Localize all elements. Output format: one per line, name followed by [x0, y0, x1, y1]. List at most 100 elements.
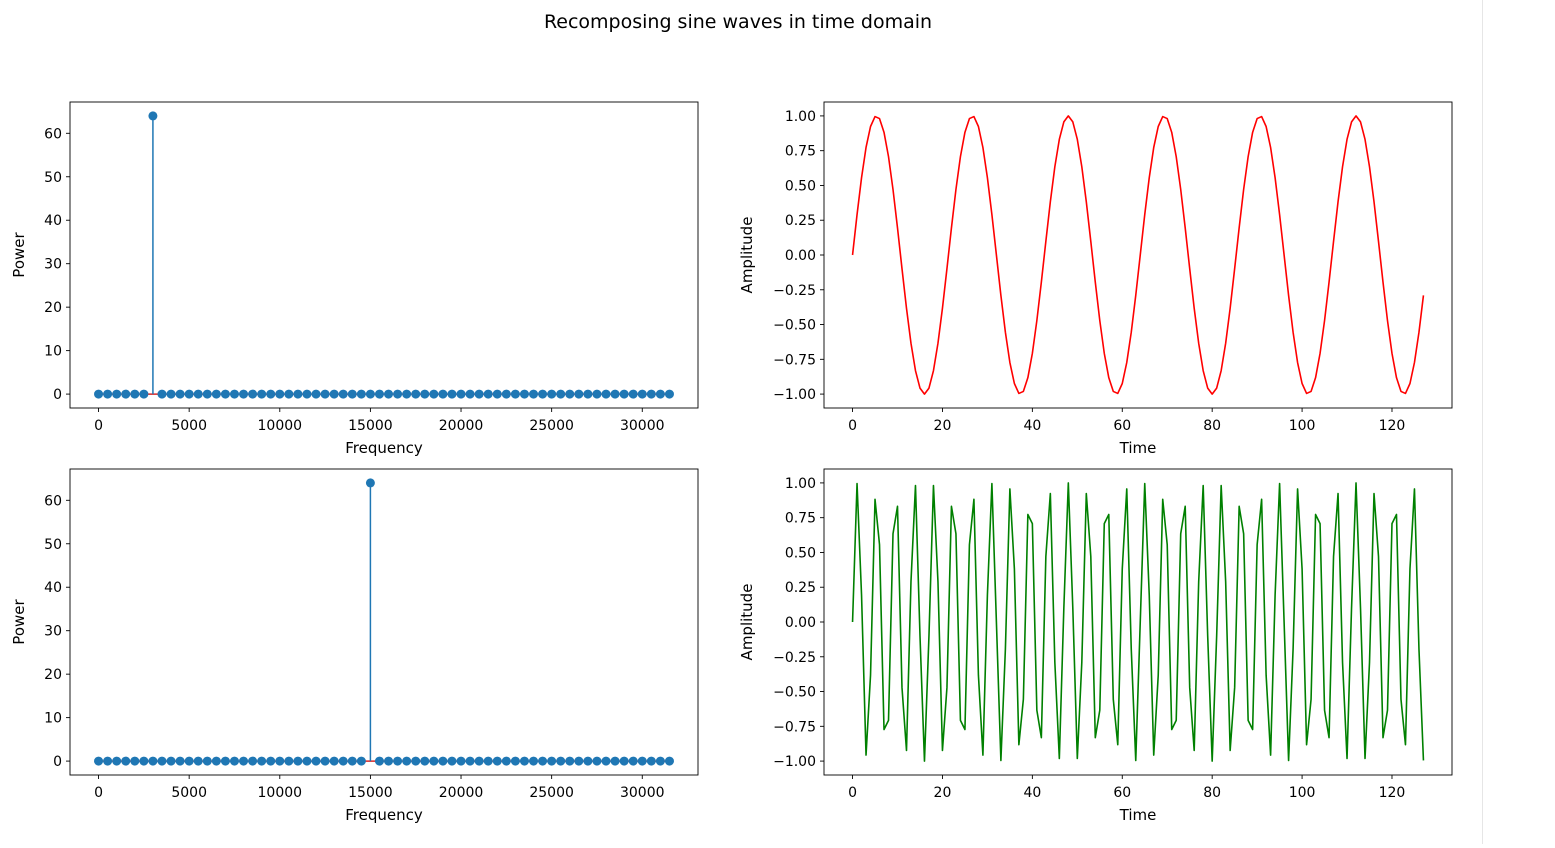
stem-marker: [519, 756, 529, 766]
stem-marker: [157, 389, 167, 399]
x-tick-label: 80: [1203, 418, 1221, 434]
x-tick-label: 25000: [529, 418, 574, 434]
x-axis-label: Time: [1119, 806, 1157, 824]
stem-marker: [365, 478, 375, 488]
stem-marker: [556, 756, 566, 766]
y-tick-label: 40: [44, 580, 62, 596]
stem-marker: [664, 389, 674, 399]
scrollbar-gutter[interactable]: [1483, 0, 1555, 844]
stem-marker: [175, 756, 185, 766]
stem-marker: [592, 389, 602, 399]
y-tick-label: 50: [44, 170, 62, 186]
stem-marker: [229, 756, 239, 766]
stem-marker: [220, 756, 230, 766]
y-tick-label: 0.25: [785, 213, 816, 229]
plot-area: [851, 115, 1425, 395]
stem-marker: [139, 756, 149, 766]
stem-marker: [601, 389, 611, 399]
x-tick-label: 0: [94, 418, 103, 434]
x-tick-label: 15000: [348, 418, 393, 434]
y-tick-label: 30: [44, 257, 62, 273]
figure-title: Recomposing sine waves in time domain: [544, 11, 932, 33]
stem-marker: [610, 389, 620, 399]
stem-marker: [130, 389, 140, 399]
y-tick-label: 0: [53, 754, 62, 770]
y-tick-label: −0.25: [773, 283, 816, 299]
stem-marker: [438, 389, 448, 399]
stem-marker: [637, 756, 647, 766]
stem-marker: [338, 756, 348, 766]
stem-marker: [411, 756, 421, 766]
stem-marker: [157, 756, 167, 766]
x-axis-label: Time: [1119, 439, 1157, 457]
stem-marker: [184, 389, 194, 399]
x-tick-label: 5000: [171, 418, 207, 434]
stem-marker: [211, 389, 221, 399]
axes-frame: [823, 101, 1453, 409]
stem-marker: [257, 389, 267, 399]
stem-marker: [266, 389, 276, 399]
stem-marker: [266, 756, 276, 766]
stem-marker: [248, 756, 258, 766]
x-tick-label: 0: [94, 785, 103, 801]
y-tick-label: 0.00: [785, 615, 816, 631]
axes-bottom-left: 0 5000 10000 15000 20000 25000 30000 0 10 20 30 40 5…: [10, 468, 699, 824]
y-tick-label: 0.50: [785, 545, 816, 561]
stem-marker: [202, 389, 212, 399]
stem-marker: [284, 389, 294, 399]
stem-marker: [311, 389, 321, 399]
stem-marker: [492, 389, 502, 399]
stem-marker: [384, 756, 394, 766]
y-axis-label: Power: [10, 231, 28, 277]
stem-marker: [547, 389, 557, 399]
stem-marker: [574, 389, 584, 399]
stem-marker: [619, 389, 629, 399]
x-axis-label: Frequency: [345, 439, 423, 457]
stem-marker: [592, 756, 602, 766]
x-tick-label: 15000: [348, 785, 393, 801]
stem-marker: [529, 389, 539, 399]
stem-marker: [538, 389, 548, 399]
x-tick-label: 120: [1379, 418, 1406, 434]
stem-marker: [628, 389, 638, 399]
stem-marker: [411, 389, 421, 399]
stem-marker: [139, 389, 149, 399]
stem-marker: [202, 756, 212, 766]
stem-marker: [583, 756, 593, 766]
stem-marker: [538, 756, 548, 766]
stem-marker: [239, 756, 249, 766]
stem-marker: [529, 756, 539, 766]
stem-marker: [429, 756, 439, 766]
stem-marker: [565, 756, 575, 766]
y-tick-label: −0.50: [773, 685, 816, 701]
stem-marker: [275, 389, 285, 399]
axes-layer: 0 5000 10000 15000 20000 25000 300000102030405…: [10, 101, 1453, 824]
x-tick-label: 10000: [258, 418, 303, 434]
stem-marker: [103, 389, 113, 399]
x-tick-label: 40: [1023, 785, 1041, 801]
stem-marker: [393, 389, 403, 399]
stem-marker: [229, 389, 239, 399]
stem-marker: [646, 389, 656, 399]
y-tick-label: 0.00: [785, 248, 816, 264]
axes-frame: [69, 101, 699, 409]
y-tick-label: 10: [44, 344, 62, 360]
y-tick-label: −0.75: [773, 352, 816, 368]
stem-marker: [601, 756, 611, 766]
y-tick-label: 1.00: [785, 476, 816, 492]
stem-marker: [610, 756, 620, 766]
stem-marker: [501, 756, 511, 766]
stem-marker: [94, 389, 104, 399]
x-tick-label: 20000: [439, 785, 484, 801]
stem-marker: [664, 756, 674, 766]
stem-marker: [646, 756, 656, 766]
stem-marker: [311, 756, 321, 766]
stem-marker: [284, 756, 294, 766]
x-tick-label: 80: [1203, 785, 1221, 801]
y-axis-label: Amplitude: [738, 584, 756, 661]
x-tick-label: 40: [1023, 418, 1041, 434]
stem-marker: [211, 756, 221, 766]
stem-marker: [356, 756, 366, 766]
x-tick-label: 30000: [620, 418, 665, 434]
y-tick-label: −0.75: [773, 719, 816, 735]
